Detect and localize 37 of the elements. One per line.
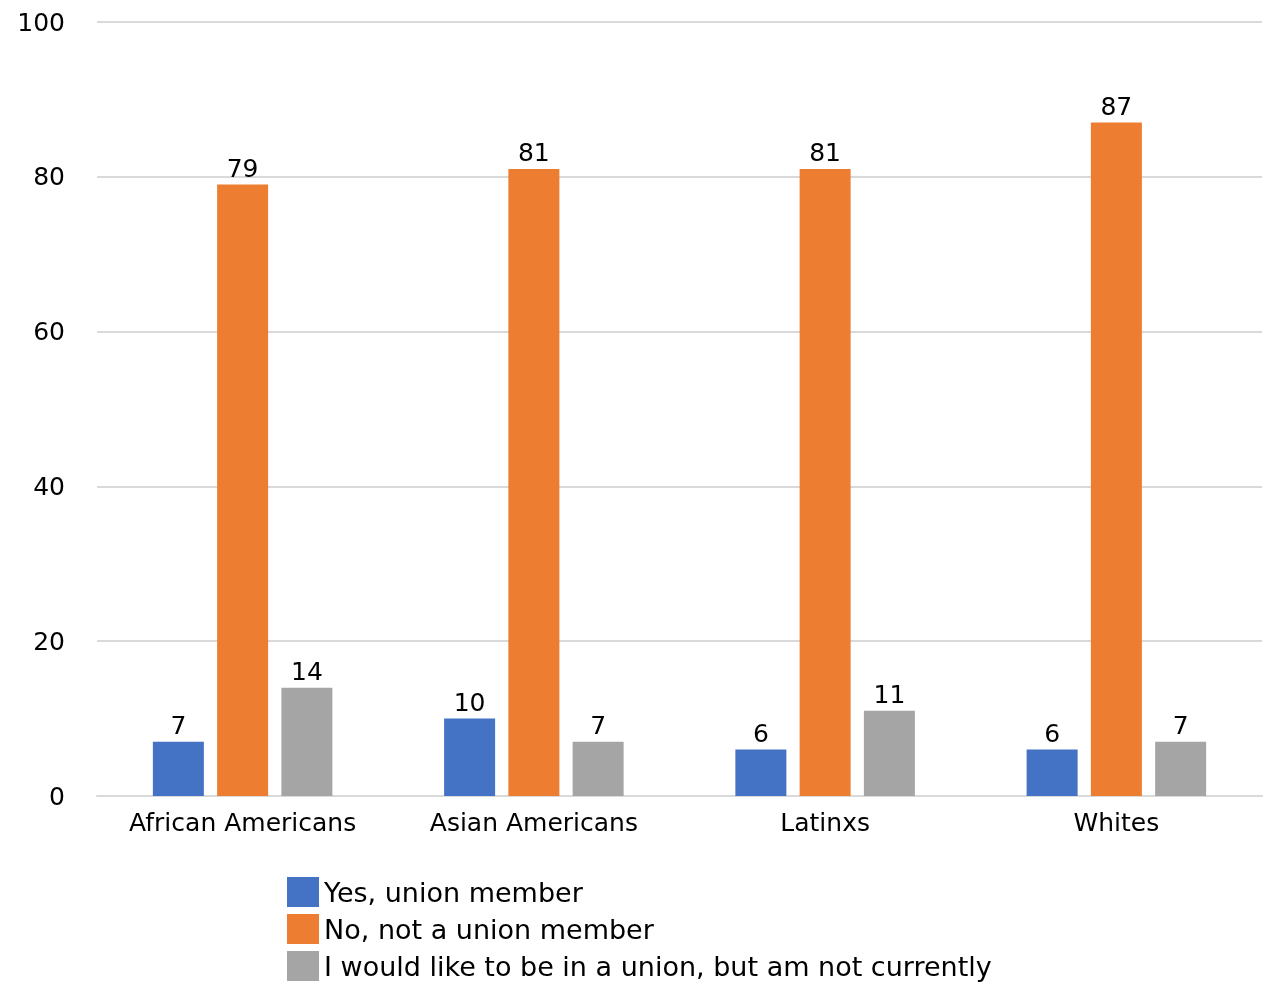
data-label: 81	[809, 138, 842, 168]
bar	[1090, 122, 1142, 796]
bar	[1026, 749, 1078, 796]
y-tick-label: 80	[33, 162, 65, 192]
data-label: 79	[226, 153, 259, 183]
bar	[863, 710, 915, 796]
bar	[444, 718, 496, 796]
legend-label: I would like to be in a union, but am not currently	[324, 950, 992, 982]
y-tick-label: 60	[33, 317, 65, 347]
y-tick-label: 0	[49, 781, 65, 811]
legend-label: Yes, union member	[323, 876, 584, 908]
data-label: 6	[1044, 718, 1061, 748]
x-tick-label: Asian Americans	[429, 808, 638, 837]
data-label: 14	[290, 656, 323, 686]
bar	[217, 184, 269, 796]
data-label: 11	[873, 679, 906, 709]
legend-label: No, not a union member	[324, 913, 655, 945]
data-label: 7	[1172, 710, 1189, 740]
bar	[1155, 741, 1207, 796]
x-tick-label: African Americans	[129, 808, 357, 837]
y-tick-label: 100	[17, 7, 65, 37]
bar	[508, 169, 560, 796]
bar	[735, 749, 787, 796]
y-tick-label: 20	[33, 626, 65, 656]
data-label: 6	[752, 718, 769, 748]
y-tick-label: 40	[33, 471, 65, 501]
bar	[152, 741, 204, 796]
data-label: 87	[1100, 91, 1133, 121]
x-tick-label: Latinxs	[780, 808, 870, 837]
bar	[281, 687, 333, 796]
bar	[799, 169, 851, 796]
data-label: 7	[590, 710, 607, 740]
data-label: 81	[517, 138, 550, 168]
data-label: 7	[170, 710, 187, 740]
bar	[572, 741, 624, 796]
data-label: 10	[453, 687, 486, 717]
x-tick-label: Whites	[1073, 808, 1160, 837]
